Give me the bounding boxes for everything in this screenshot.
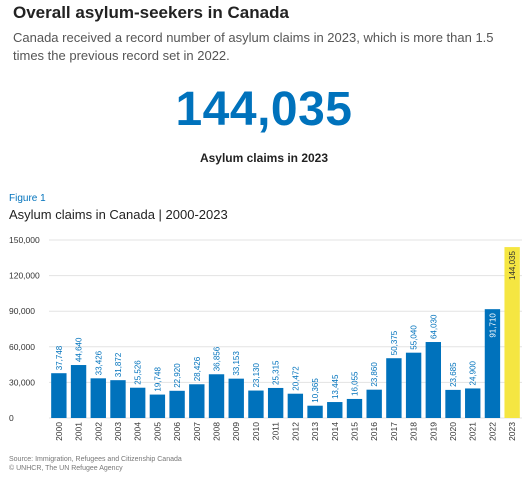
value-label: 31,872 bbox=[114, 352, 123, 377]
value-label: 144,035 bbox=[508, 251, 517, 280]
x-tick-label: 2020 bbox=[448, 422, 458, 441]
value-label: 10,365 bbox=[311, 378, 320, 403]
bar-2000 bbox=[51, 373, 67, 418]
bar-value-labels: 37,748 44,640 33,426 31,872 25,526 19,748 22,9… bbox=[55, 251, 517, 403]
page-title: Overall asylum-seekers in Canada bbox=[13, 3, 289, 22]
y-tick-label: 60,000 bbox=[9, 342, 35, 352]
bar-2005 bbox=[149, 394, 166, 418]
value-label: 33,153 bbox=[232, 351, 241, 376]
bar-2019 bbox=[425, 342, 441, 418]
page-subtitle: Canada received a record number of asylu… bbox=[13, 30, 494, 63]
x-tick-label: 2010 bbox=[251, 422, 261, 441]
value-label: 23,860 bbox=[370, 362, 379, 387]
bar-2007 bbox=[189, 384, 205, 418]
y-tick-label: 0 bbox=[9, 413, 14, 423]
chart-title: Asylum claims in Canada | 2000-2023 bbox=[9, 207, 228, 222]
value-label: 25,315 bbox=[272, 360, 281, 385]
x-tick-label: 2016 bbox=[369, 422, 379, 441]
value-label: 24,900 bbox=[469, 360, 478, 385]
bar-2009 bbox=[228, 378, 244, 418]
bar-2008 bbox=[208, 374, 225, 418]
source-line: Source: Immigration, Refugees and Citize… bbox=[9, 456, 182, 463]
x-tick-label: 2003 bbox=[113, 422, 123, 441]
x-tick-label: 2017 bbox=[389, 422, 399, 441]
y-tick-label: 150,000 bbox=[9, 235, 40, 245]
x-tick-label: 2012 bbox=[290, 422, 300, 441]
value-label: 23,130 bbox=[252, 363, 261, 388]
bar-2022 bbox=[484, 309, 501, 418]
x-tick-label: 2007 bbox=[192, 422, 202, 441]
bar-chart: 150,000 120,000 90,000 60,000 30,000 0 37,748… bbox=[9, 235, 522, 441]
bars bbox=[51, 247, 520, 418]
x-tick-label: 2014 bbox=[330, 422, 340, 441]
bar-2017 bbox=[386, 358, 402, 418]
bar-2016 bbox=[366, 389, 382, 418]
value-label: 19,748 bbox=[153, 367, 162, 392]
bar-2021 bbox=[465, 388, 481, 418]
bar-2001 bbox=[70, 365, 87, 418]
x-tick-label: 2013 bbox=[310, 422, 320, 441]
bar-2014 bbox=[327, 402, 343, 418]
bar-2020 bbox=[445, 389, 461, 418]
bar-2015 bbox=[346, 398, 363, 418]
x-tick-label: 2008 bbox=[212, 422, 222, 441]
x-tick-label: 2019 bbox=[428, 422, 438, 441]
x-tick-label: 2018 bbox=[409, 422, 419, 441]
value-label: 50,375 bbox=[390, 330, 399, 355]
gridlines bbox=[49, 239, 522, 419]
value-label: 16,055 bbox=[350, 371, 359, 396]
y-tick-label: 30,000 bbox=[9, 377, 35, 387]
value-label: 28,426 bbox=[193, 356, 202, 381]
copyright-line: © UNHCR, The UN Refugee Agency bbox=[9, 465, 123, 472]
x-tick-label: 2023 bbox=[507, 422, 517, 441]
value-label: 20,472 bbox=[291, 366, 300, 391]
x-tick-label: 2009 bbox=[231, 422, 241, 441]
x-tick-label: 2006 bbox=[172, 422, 182, 441]
value-label: 33,426 bbox=[94, 350, 103, 375]
value-label: 91,710 bbox=[488, 313, 497, 338]
x-tick-label: 2005 bbox=[152, 422, 162, 441]
x-tick-label: 2004 bbox=[133, 422, 143, 441]
value-label: 13,445 bbox=[331, 374, 340, 399]
x-axis-labels: 2000 2001 2002 2003 2004 2005 2006 2007 2008 2009… bbox=[54, 422, 517, 441]
value-label: 25,526 bbox=[134, 360, 143, 385]
bar-2012 bbox=[287, 393, 304, 418]
bar-2018 bbox=[405, 352, 422, 418]
bar-2013 bbox=[307, 405, 323, 418]
bar-2011 bbox=[267, 387, 284, 418]
x-tick-label: 2000 bbox=[54, 422, 64, 441]
value-label: 37,748 bbox=[55, 345, 64, 370]
x-tick-label: 2011 bbox=[271, 422, 281, 441]
bar-2010 bbox=[248, 390, 264, 418]
y-axis-labels: 150,000 120,000 90,000 60,000 30,000 0 bbox=[9, 235, 40, 423]
x-tick-label: 2015 bbox=[349, 422, 359, 441]
value-label: 22,920 bbox=[173, 363, 182, 388]
x-tick-label: 2022 bbox=[487, 422, 497, 441]
value-label: 36,856 bbox=[213, 346, 222, 371]
x-tick-label: 2001 bbox=[74, 422, 84, 441]
headline-number: 144,035 bbox=[175, 83, 353, 136]
x-tick-label: 2002 bbox=[93, 422, 103, 441]
y-tick-label: 90,000 bbox=[9, 306, 35, 316]
source-note: Source: Immigration, Refugees and Citize… bbox=[9, 455, 182, 473]
bar-2004 bbox=[130, 387, 146, 418]
bar-2002 bbox=[90, 378, 106, 418]
headline-caption: Asylum claims in 2023 bbox=[199, 151, 329, 165]
value-label: 44,640 bbox=[75, 337, 84, 362]
value-label: 64,030 bbox=[429, 314, 438, 339]
value-label: 55,040 bbox=[410, 325, 419, 350]
x-tick-label: 2021 bbox=[468, 422, 478, 441]
value-label: 23,685 bbox=[449, 362, 458, 387]
figure-label: Figure 1 bbox=[9, 193, 46, 204]
bar-2003 bbox=[110, 380, 126, 418]
y-tick-label: 120,000 bbox=[9, 271, 40, 281]
bar-2023 bbox=[504, 247, 520, 418]
bar-2006 bbox=[169, 390, 185, 418]
